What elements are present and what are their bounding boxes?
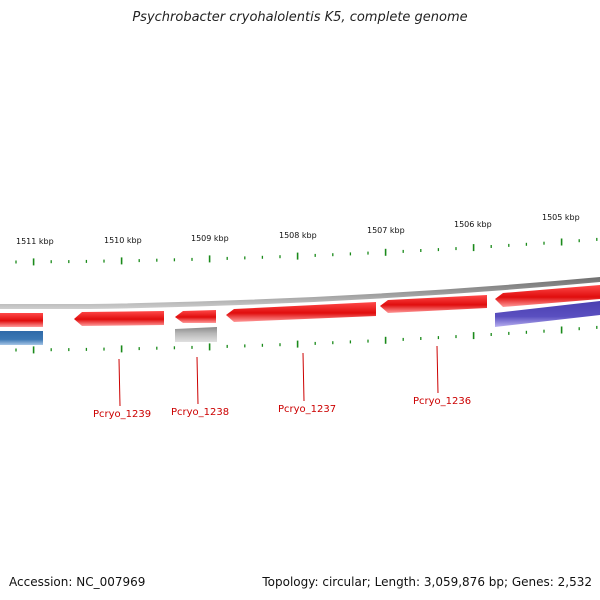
leader-line-pcryo-1239 [118,358,121,407]
gene-arrow-pcryo-1236 [380,295,487,313]
gene-arrow-pcryo-1239 [74,311,164,326]
scale-label-1506: 1506 kbp [454,220,492,229]
leader-line-pcryo-1238 [196,356,199,405]
genome-summary-text: Topology: circular; Length: 3,059,876 bp… [262,575,592,589]
backbone-arc [0,277,600,309]
gene-label-pcryo-1237: Pcryo_1237 [278,404,336,415]
gene-arrow-partial-right [495,285,600,307]
gene-arrow-pcryo-1237 [226,302,376,322]
scale-label-1508: 1508 kbp [279,231,317,240]
gene-block-purple [495,301,600,327]
gene-label-pcryo-1238: Pcryo_1238 [171,407,229,418]
accession-text: Accession: NC_007969 [9,575,146,589]
gene-arrow-pcryo-1238-upper [175,310,216,323]
gene-label-pcryo-1236: Pcryo_1236 [413,396,471,407]
gene-block-blue [0,331,43,345]
gene-arrow-partial-left [0,313,43,327]
gene-block-grey [175,327,217,342]
leader-line-pcryo-1236 [436,345,439,394]
scale-label-1509: 1509 kbp [191,234,229,243]
scale-label-1507: 1507 kbp [367,226,405,235]
genome-title: Psychrobacter cryohalolentis K5, complet… [132,10,468,25]
scale-label-1511: 1511 kbp [16,237,54,246]
scale-label-1505: 1505 kbp [542,213,580,222]
scale-label-1510: 1510 kbp [104,236,142,245]
upper-scale-ticks [15,237,598,266]
gene-label-pcryo-1239: Pcryo_1239 [93,409,151,420]
lower-scale-ticks [15,325,598,354]
leader-line-pcryo-1237 [302,352,305,402]
